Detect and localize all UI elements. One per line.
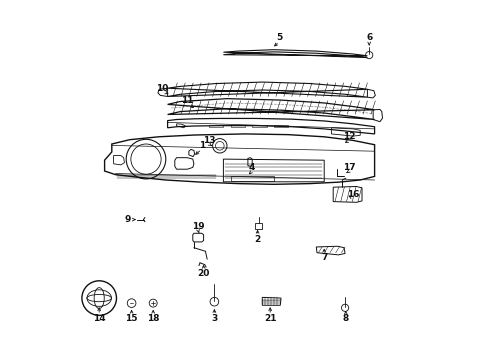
Text: 8: 8 — [343, 314, 349, 323]
Text: 17: 17 — [343, 163, 356, 172]
Text: 2: 2 — [254, 235, 261, 244]
Text: 9: 9 — [125, 215, 131, 224]
Text: 19: 19 — [192, 222, 204, 231]
Text: 4: 4 — [249, 163, 255, 172]
Text: 3: 3 — [211, 314, 218, 323]
Text: 5: 5 — [276, 33, 282, 42]
Text: 7: 7 — [321, 253, 327, 262]
Text: 20: 20 — [197, 269, 210, 278]
Text: 18: 18 — [147, 314, 159, 323]
Text: 1: 1 — [198, 141, 205, 150]
Text: 21: 21 — [264, 314, 276, 323]
Text: 12: 12 — [343, 132, 356, 141]
Text: 10: 10 — [156, 84, 169, 93]
Text: 16: 16 — [347, 190, 359, 199]
Text: 15: 15 — [125, 314, 138, 323]
Text: 6: 6 — [366, 33, 372, 42]
Text: 14: 14 — [93, 314, 105, 323]
Text: 11: 11 — [181, 96, 194, 105]
Text: 13: 13 — [203, 136, 215, 145]
